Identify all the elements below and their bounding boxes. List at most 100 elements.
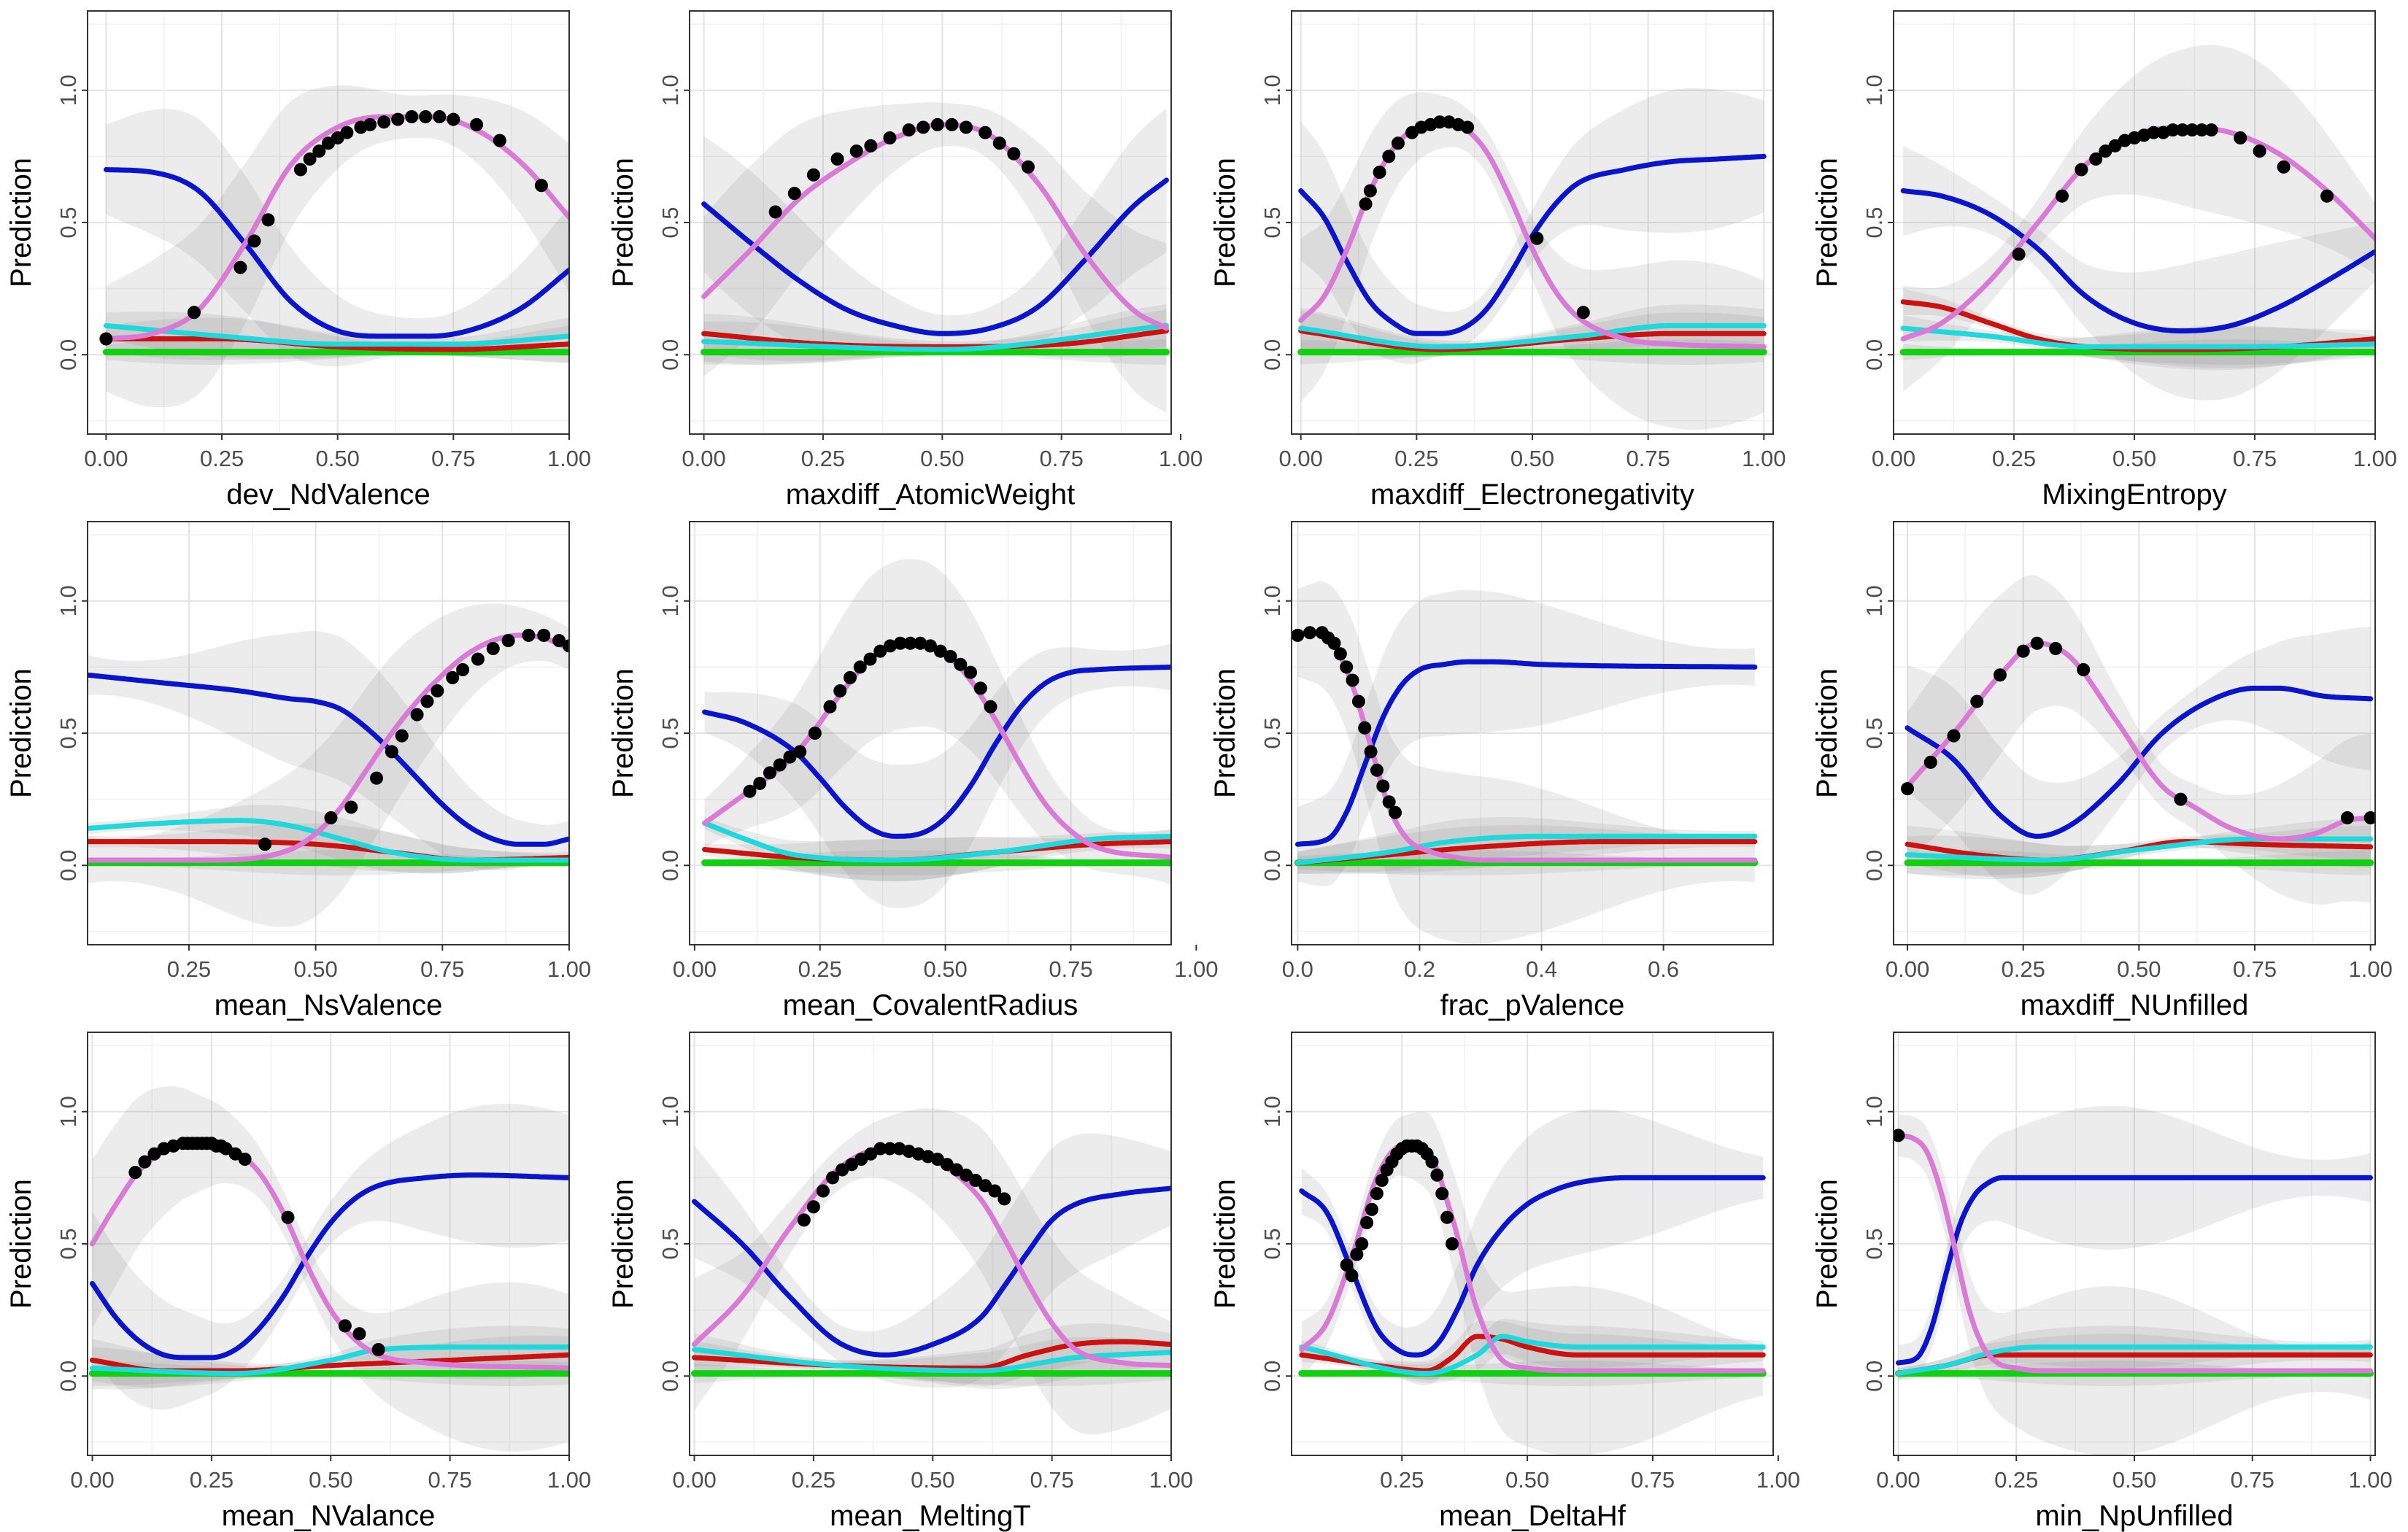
plot-area bbox=[701, 559, 1171, 908]
data-point bbox=[312, 144, 326, 158]
panel-maxdiff_AtomicWeight: 0.00 0.25 0.50 0.75 1.00 0.0 0.5 1.0 maxdiff_Ato… bbox=[607, 10, 1203, 511]
band-blue bbox=[1903, 145, 2375, 401]
band-cyan bbox=[1301, 1318, 1764, 1384]
data-point bbox=[99, 332, 113, 346]
data-point bbox=[456, 663, 470, 676]
x-tick-label: 0.75 bbox=[1040, 446, 1084, 471]
data-point bbox=[964, 665, 977, 679]
band-red bbox=[694, 1323, 1171, 1387]
band-pink bbox=[88, 603, 569, 927]
x-axis-title: min_NpUnfilled bbox=[2035, 1500, 2233, 1532]
y-tick-label: 1.0 bbox=[1259, 74, 1285, 106]
series-line-cyan bbox=[1299, 1334, 1766, 1377]
x-axis-title: maxdiff_NUnfilled bbox=[2021, 989, 2249, 1021]
y-tick-label: 1.0 bbox=[55, 585, 81, 616]
band-pink bbox=[704, 559, 1171, 886]
data-point bbox=[2340, 811, 2354, 824]
data-point bbox=[238, 1153, 252, 1166]
data-point bbox=[930, 117, 944, 131]
x-axis-title: maxdiff_AtomicWeight bbox=[786, 479, 1075, 511]
y-tick-label: 0.0 bbox=[55, 339, 81, 371]
data-point bbox=[1358, 721, 1372, 735]
panel-maxdiff_NUnfilled: 0.00 0.25 0.50 0.75 1.00 0.0 0.5 1.0 maxdiff_NUn… bbox=[1811, 521, 2393, 1021]
data-point bbox=[247, 234, 261, 248]
data-point bbox=[1382, 795, 1396, 809]
x-tick-label: 0.25 bbox=[190, 1467, 234, 1493]
y-tick-label: 0.5 bbox=[1861, 717, 1887, 748]
data-point bbox=[324, 811, 338, 824]
y-axis-title: Prediction bbox=[1811, 668, 1843, 798]
data-point bbox=[1370, 763, 1384, 777]
x-tick-label: 0.25 bbox=[798, 956, 842, 982]
data-point bbox=[419, 110, 433, 123]
x-tick-label: 0.00 bbox=[84, 446, 128, 471]
data-point bbox=[873, 1142, 887, 1156]
data-point bbox=[2012, 247, 2026, 261]
band-pink bbox=[1903, 45, 2375, 392]
x-tick-label: 1.00 bbox=[1756, 1467, 1800, 1493]
data-point bbox=[363, 117, 377, 131]
data-point bbox=[768, 205, 782, 219]
x-tick-label: 1.00 bbox=[1742, 446, 1786, 471]
panel-min_NpUnfilled: 0.00 0.25 0.50 0.75 1.00 0.0 0.5 1.0 min_NpUnfil… bbox=[1811, 1032, 2393, 1532]
y-tick-label: 0.0 bbox=[55, 850, 81, 881]
x-tick-label: 0.25 bbox=[1992, 446, 2036, 471]
y-tick-label: 0.0 bbox=[1259, 339, 1285, 371]
plot-area bbox=[1292, 581, 1759, 944]
data-point bbox=[1993, 668, 2007, 682]
y-tick-label: 1.0 bbox=[1259, 585, 1285, 616]
y-axis-title: Prediction bbox=[1209, 1179, 1241, 1309]
data-point bbox=[997, 1192, 1011, 1206]
series-line-blue bbox=[701, 177, 1169, 336]
x-tick-label: 0.00 bbox=[70, 1467, 114, 1493]
data-point bbox=[849, 144, 863, 158]
plot-area bbox=[691, 1108, 1171, 1435]
data-point bbox=[2204, 123, 2218, 137]
data-point bbox=[773, 758, 787, 772]
y-tick-label: 0.5 bbox=[657, 1228, 683, 1259]
y-tick-label: 0.5 bbox=[1259, 206, 1285, 238]
data-point bbox=[1382, 150, 1396, 163]
series-line-cyan bbox=[103, 322, 569, 347]
x-axis-title: mean_CovalentRadius bbox=[783, 989, 1078, 1021]
x-tick-label: 1.00 bbox=[547, 1467, 591, 1493]
y-tick-label: 1.0 bbox=[657, 1096, 683, 1127]
x-axis-title: mean_DeltaHf bbox=[1439, 1500, 1626, 1532]
y-tick-label: 0.0 bbox=[1861, 1361, 1887, 1392]
data-point bbox=[793, 745, 807, 759]
data-point bbox=[763, 766, 776, 780]
data-point bbox=[1364, 745, 1378, 759]
data-point bbox=[1359, 197, 1373, 211]
data-point bbox=[984, 700, 997, 713]
data-point bbox=[234, 260, 247, 274]
y-tick-label: 1.0 bbox=[657, 74, 683, 106]
band-blue bbox=[92, 1103, 569, 1410]
x-tick-label: 0.00 bbox=[1279, 446, 1323, 471]
data-point bbox=[864, 139, 878, 152]
x-tick-label: 0.75 bbox=[2233, 446, 2277, 471]
y-axis-title: Prediction bbox=[607, 668, 639, 798]
y-axis-title: Prediction bbox=[607, 1179, 639, 1309]
panel-mean_MeltingT: 0.00 0.25 0.50 0.75 1.00 0.0 0.5 1.0 mean_Meltin… bbox=[607, 1032, 1193, 1532]
x-axis-title: mean_NsValence bbox=[215, 989, 443, 1021]
series-line-blue bbox=[103, 167, 569, 339]
data-point bbox=[1389, 805, 1402, 819]
y-tick-label: 0.0 bbox=[657, 1361, 683, 1392]
data-point bbox=[853, 660, 867, 674]
y-tick-label: 1.0 bbox=[55, 74, 81, 106]
data-point bbox=[863, 652, 877, 666]
x-tick-label: 0.25 bbox=[801, 446, 845, 471]
data-point bbox=[816, 1184, 830, 1198]
y-tick-label: 1.0 bbox=[657, 585, 683, 616]
data-point bbox=[1373, 166, 1386, 179]
data-point bbox=[2016, 644, 2030, 658]
data-point bbox=[493, 134, 506, 147]
series-line-blue bbox=[1299, 1175, 1766, 1358]
panel-mean_DeltaHf: 0.25 0.50 0.75 1.00 0.0 0.5 1.0 mean_DeltaHf Pre… bbox=[1209, 1032, 1800, 1532]
data-point bbox=[420, 695, 434, 708]
data-point bbox=[844, 670, 857, 684]
data-point bbox=[187, 306, 201, 320]
series-line-red bbox=[701, 328, 1169, 349]
data-point bbox=[338, 1319, 352, 1333]
y-tick-label: 0.5 bbox=[55, 206, 81, 238]
